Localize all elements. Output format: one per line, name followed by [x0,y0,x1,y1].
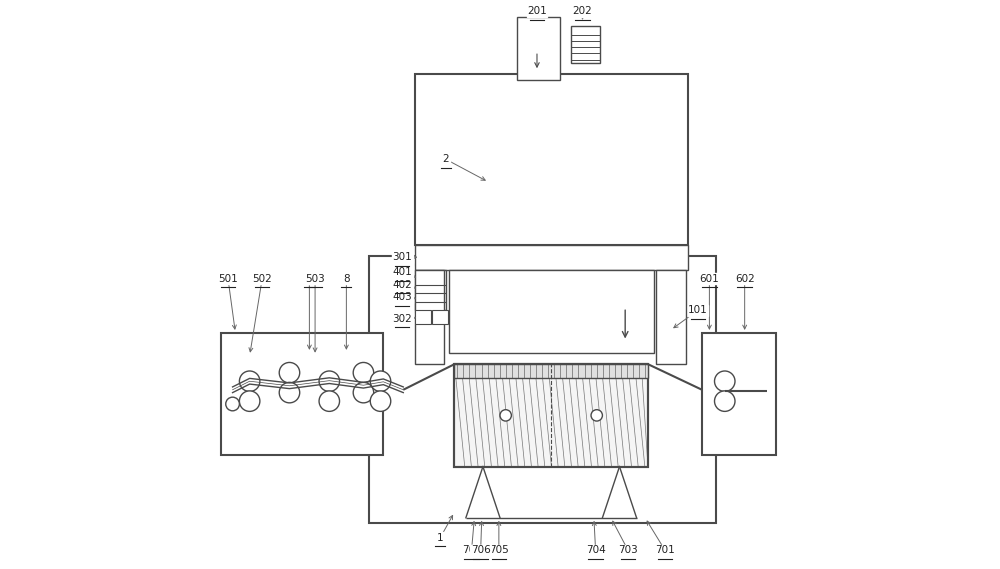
Circle shape [591,410,602,421]
Bar [454,364,648,378]
Bar [454,364,648,467]
Text: 2: 2 [443,154,449,164]
Text: 9: 9 [306,274,313,284]
Text: 8: 8 [343,274,350,284]
Text: 202: 202 [573,6,592,17]
Circle shape [353,382,374,403]
Text: 1: 1 [437,533,444,543]
Bar [702,333,776,455]
Text: 201: 201 [527,6,547,17]
Circle shape [370,391,391,411]
Text: 704: 704 [586,545,605,555]
Text: 402: 402 [392,279,412,290]
Bar [415,74,688,245]
Circle shape [353,362,374,383]
Circle shape [279,362,300,383]
Text: 503: 503 [305,274,325,284]
Text: 302: 302 [392,314,412,324]
Bar [656,270,686,364]
Bar [432,310,448,324]
Bar [415,270,446,310]
Text: 701: 701 [655,545,675,555]
Bar [517,17,560,80]
Text: 501: 501 [218,274,238,284]
Bar [221,333,383,455]
Circle shape [370,371,391,391]
Text: 702: 702 [462,545,481,555]
Circle shape [500,410,511,421]
Circle shape [226,397,239,411]
Text: 301: 301 [392,252,412,262]
Circle shape [319,391,340,411]
Text: 401: 401 [392,267,412,277]
Text: 403: 403 [392,292,412,302]
Bar [415,310,431,324]
Text: 101: 101 [688,305,708,315]
Bar [449,270,654,353]
Bar [369,256,716,523]
Bar [571,26,600,63]
Text: 705: 705 [489,545,509,555]
Text: 602: 602 [735,274,755,284]
Text: 601: 601 [700,274,719,284]
Circle shape [715,371,735,391]
Circle shape [715,391,735,411]
Text: 502: 502 [252,274,272,284]
Bar [415,245,688,270]
Text: 706: 706 [471,545,491,555]
Bar [454,364,648,467]
Circle shape [319,371,340,391]
Text: 703: 703 [618,545,638,555]
Circle shape [239,391,260,411]
Bar [415,270,444,364]
Circle shape [239,371,260,391]
Circle shape [279,382,300,403]
